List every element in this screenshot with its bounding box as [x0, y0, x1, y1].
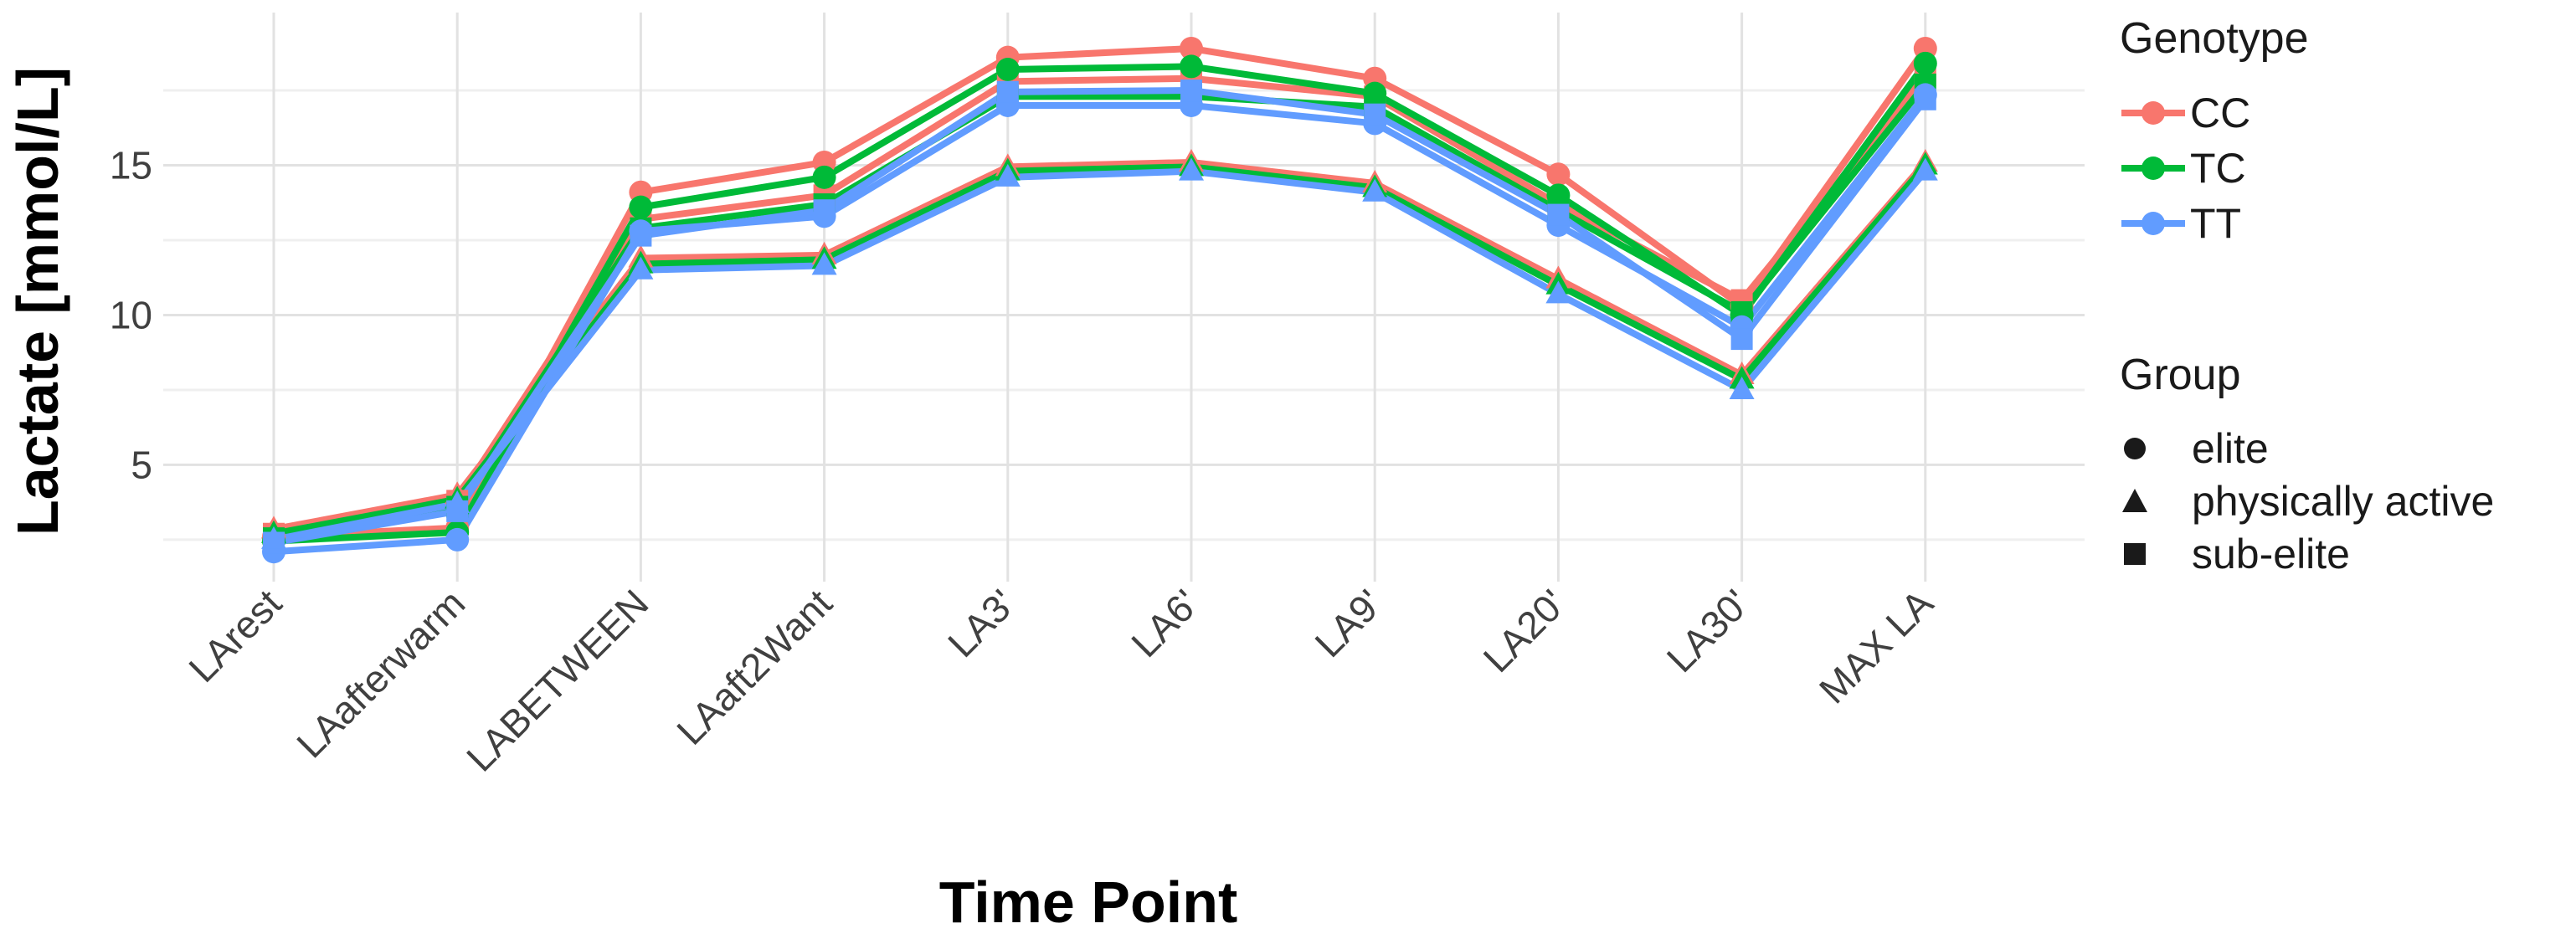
genotype-legend: Genotype CC TC: [2120, 13, 2576, 251]
legend-item-cc: CC: [2120, 85, 2576, 141]
y-axis-title: Lactate [mmol/L]: [5, 66, 70, 536]
legend-item-tt: TT: [2120, 196, 2576, 251]
legend: Genotype CC TC: [2120, 0, 2576, 580]
marker-tt-physically-active: [1729, 376, 1755, 399]
y-tick-label: 10: [110, 293, 152, 336]
tc-line-circle-icon: [2120, 151, 2190, 185]
y-tick-label: 15: [110, 144, 152, 187]
circle-marker-icon: [2120, 432, 2192, 465]
marker-tc-elite: [812, 165, 836, 189]
x-tick-label: LA9': [1306, 581, 1391, 665]
series-line-tc-physically-active: [270, 162, 1929, 537]
marker-cc-elite: [1180, 36, 1203, 60]
marker-tt-elite: [445, 527, 470, 552]
series-line-tc-elite: [270, 59, 1929, 545]
square-marker-icon: [2120, 537, 2192, 571]
marker-tt-sub-elite: [1730, 328, 1753, 351]
x-tick-label: LA30': [1658, 581, 1758, 680]
marker-tt-physically-active: [261, 526, 286, 549]
marker-tt-physically-active: [1912, 157, 1938, 181]
series-line-tc-sub-elite: [270, 80, 1929, 542]
series-line-tt-physically-active: [270, 167, 1929, 543]
legend-item-sub-elite: sub-elite: [2120, 527, 2576, 580]
legend-item-elite: elite: [2120, 422, 2576, 475]
marker-tt-sub-elite: [630, 224, 652, 247]
marker-tt-physically-active: [1545, 280, 1571, 304]
cc-line-circle-icon: [2120, 96, 2190, 130]
marker-tc-elite: [1913, 51, 1937, 75]
group-legend-title: Group: [2120, 351, 2241, 399]
marker-tt-sub-elite: [1364, 103, 1386, 126]
marker-tc-elite: [995, 58, 1020, 81]
legend-label-tt: TT: [2190, 200, 2242, 247]
legend-item-physically-active: physically active: [2120, 475, 2576, 527]
series-line-tt-sub-elite: [270, 87, 1929, 546]
x-axis-title: Time Point: [938, 870, 1238, 935]
marker-tt-sub-elite: [813, 199, 836, 222]
legend-label-tc: TC: [2190, 145, 2246, 192]
legend-label-cc: CC: [2190, 90, 2251, 136]
triangle-marker-icon: [2120, 485, 2192, 518]
marker-tt-sub-elite: [1547, 203, 1570, 226]
marker-tc-elite: [629, 195, 653, 219]
x-tick-label: LABETWEEN: [458, 581, 656, 779]
genotype-legend-title: Genotype: [2120, 14, 2309, 63]
x-tick-label: MAX LA: [1811, 581, 1941, 711]
marker-tt-physically-active: [995, 163, 1021, 187]
marker-tt-sub-elite: [996, 80, 1019, 103]
legend-label-physically-active: physically active: [2192, 477, 2495, 525]
x-tick-label: LA20': [1475, 581, 1575, 680]
group-legend: Group elite physically active sub-elite: [2120, 350, 2576, 580]
marker-tt-physically-active: [628, 256, 654, 280]
marker-tt-physically-active: [1362, 178, 1388, 202]
marker-tt-physically-active: [811, 252, 837, 275]
y-tick-label: 5: [131, 443, 152, 486]
marker-tc-elite: [1180, 54, 1203, 79]
legend-label-sub-elite: sub-elite: [2192, 530, 2350, 577]
marker-tt-sub-elite: [1180, 80, 1202, 102]
legend-item-tc: TC: [2120, 141, 2576, 196]
x-tick-label: LAaft2Want: [668, 581, 841, 753]
x-tick-label: LA6': [1123, 581, 1207, 665]
marker-cc-elite: [1546, 162, 1571, 187]
legend-label-elite: elite: [2192, 424, 2269, 472]
x-tick-label: LArest: [180, 581, 290, 690]
x-tick-label: LA3': [939, 581, 1024, 665]
tt-line-circle-icon: [2120, 207, 2190, 240]
marker-tt-physically-active: [1179, 157, 1204, 181]
marker-tt-physically-active: [445, 490, 470, 513]
marker-tt-sub-elite: [1914, 88, 1936, 110]
x-tick-label: LAafterwarm: [288, 581, 473, 766]
